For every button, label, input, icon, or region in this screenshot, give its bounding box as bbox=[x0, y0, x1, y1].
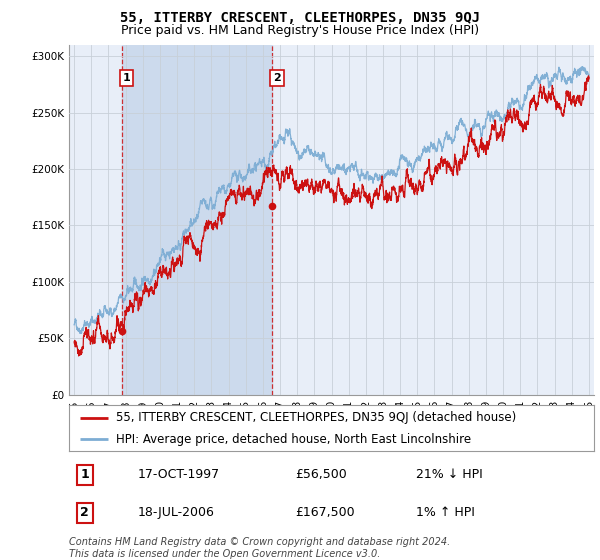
Text: 1% ↑ HPI: 1% ↑ HPI bbox=[415, 506, 475, 520]
Text: 17-OCT-1997: 17-OCT-1997 bbox=[137, 468, 220, 482]
Text: 2: 2 bbox=[273, 73, 281, 83]
Text: Contains HM Land Registry data © Crown copyright and database right 2024.
This d: Contains HM Land Registry data © Crown c… bbox=[69, 537, 450, 559]
Text: 21% ↓ HPI: 21% ↓ HPI bbox=[415, 468, 482, 482]
Text: £56,500: £56,500 bbox=[295, 468, 347, 482]
Text: £167,500: £167,500 bbox=[295, 506, 355, 520]
Text: 1: 1 bbox=[123, 73, 131, 83]
Text: HPI: Average price, detached house, North East Lincolnshire: HPI: Average price, detached house, Nort… bbox=[116, 433, 472, 446]
Text: 55, ITTERBY CRESCENT, CLEETHORPES, DN35 9QJ (detached house): 55, ITTERBY CRESCENT, CLEETHORPES, DN35 … bbox=[116, 411, 517, 424]
Text: 1: 1 bbox=[80, 468, 89, 482]
Text: 55, ITTERBY CRESCENT, CLEETHORPES, DN35 9QJ: 55, ITTERBY CRESCENT, CLEETHORPES, DN35 … bbox=[120, 11, 480, 25]
Text: Price paid vs. HM Land Registry's House Price Index (HPI): Price paid vs. HM Land Registry's House … bbox=[121, 24, 479, 36]
Bar bbox=[122, 45, 272, 395]
Text: 18-JUL-2006: 18-JUL-2006 bbox=[137, 506, 214, 520]
Text: 2: 2 bbox=[80, 506, 89, 520]
